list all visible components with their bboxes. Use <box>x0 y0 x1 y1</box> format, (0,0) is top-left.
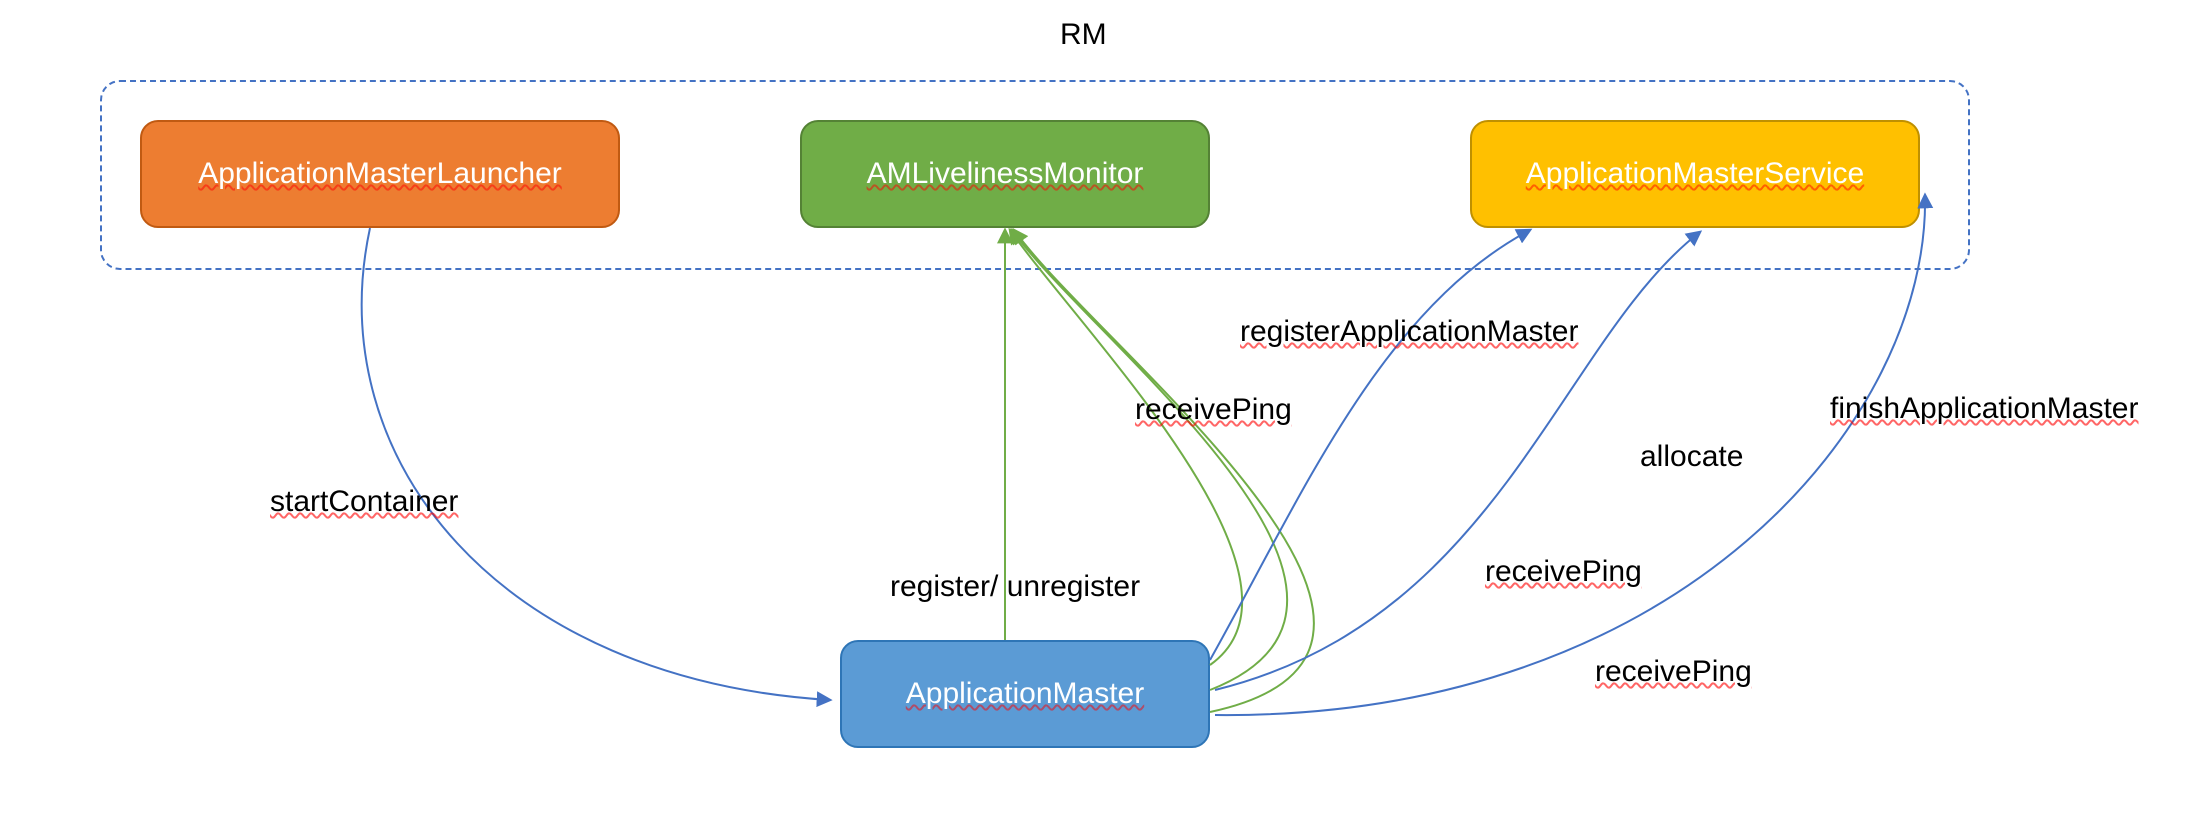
node-application-master: ApplicationMaster <box>840 640 1210 748</box>
node-application-master-launcher: ApplicationMasterLauncher <box>140 120 620 228</box>
edge-label: startContainer <box>270 485 458 519</box>
edge-label: finishApplicationMaster <box>1830 392 2138 426</box>
diagram-title: RM <box>1060 18 1107 52</box>
edge-label: allocate <box>1640 440 1743 474</box>
node-application-master-service: ApplicationMasterService <box>1470 120 1920 228</box>
node-label: AMLivelinessMonitor <box>867 157 1144 191</box>
edge-e-finish <box>1215 195 1925 715</box>
edge-label: register/ unregister <box>890 570 1140 604</box>
edge-e-regAM <box>1210 230 1530 660</box>
edge-label: receivePing <box>1485 555 1642 589</box>
edge-e-ping2 <box>1012 230 1287 690</box>
edge-label: receivePing <box>1135 393 1292 427</box>
edge-label: receivePing <box>1595 655 1752 689</box>
edge-label: registerApplicationMaster <box>1240 315 1578 349</box>
edge-e-alloc <box>1215 232 1700 690</box>
node-label: ApplicationMasterService <box>1526 157 1864 191</box>
node-label: ApplicationMasterLauncher <box>198 157 562 191</box>
node-am-liveliness-monitor: AMLivelinessMonitor <box>800 120 1210 228</box>
node-label: ApplicationMaster <box>906 677 1144 711</box>
edge-e-start <box>362 228 830 700</box>
